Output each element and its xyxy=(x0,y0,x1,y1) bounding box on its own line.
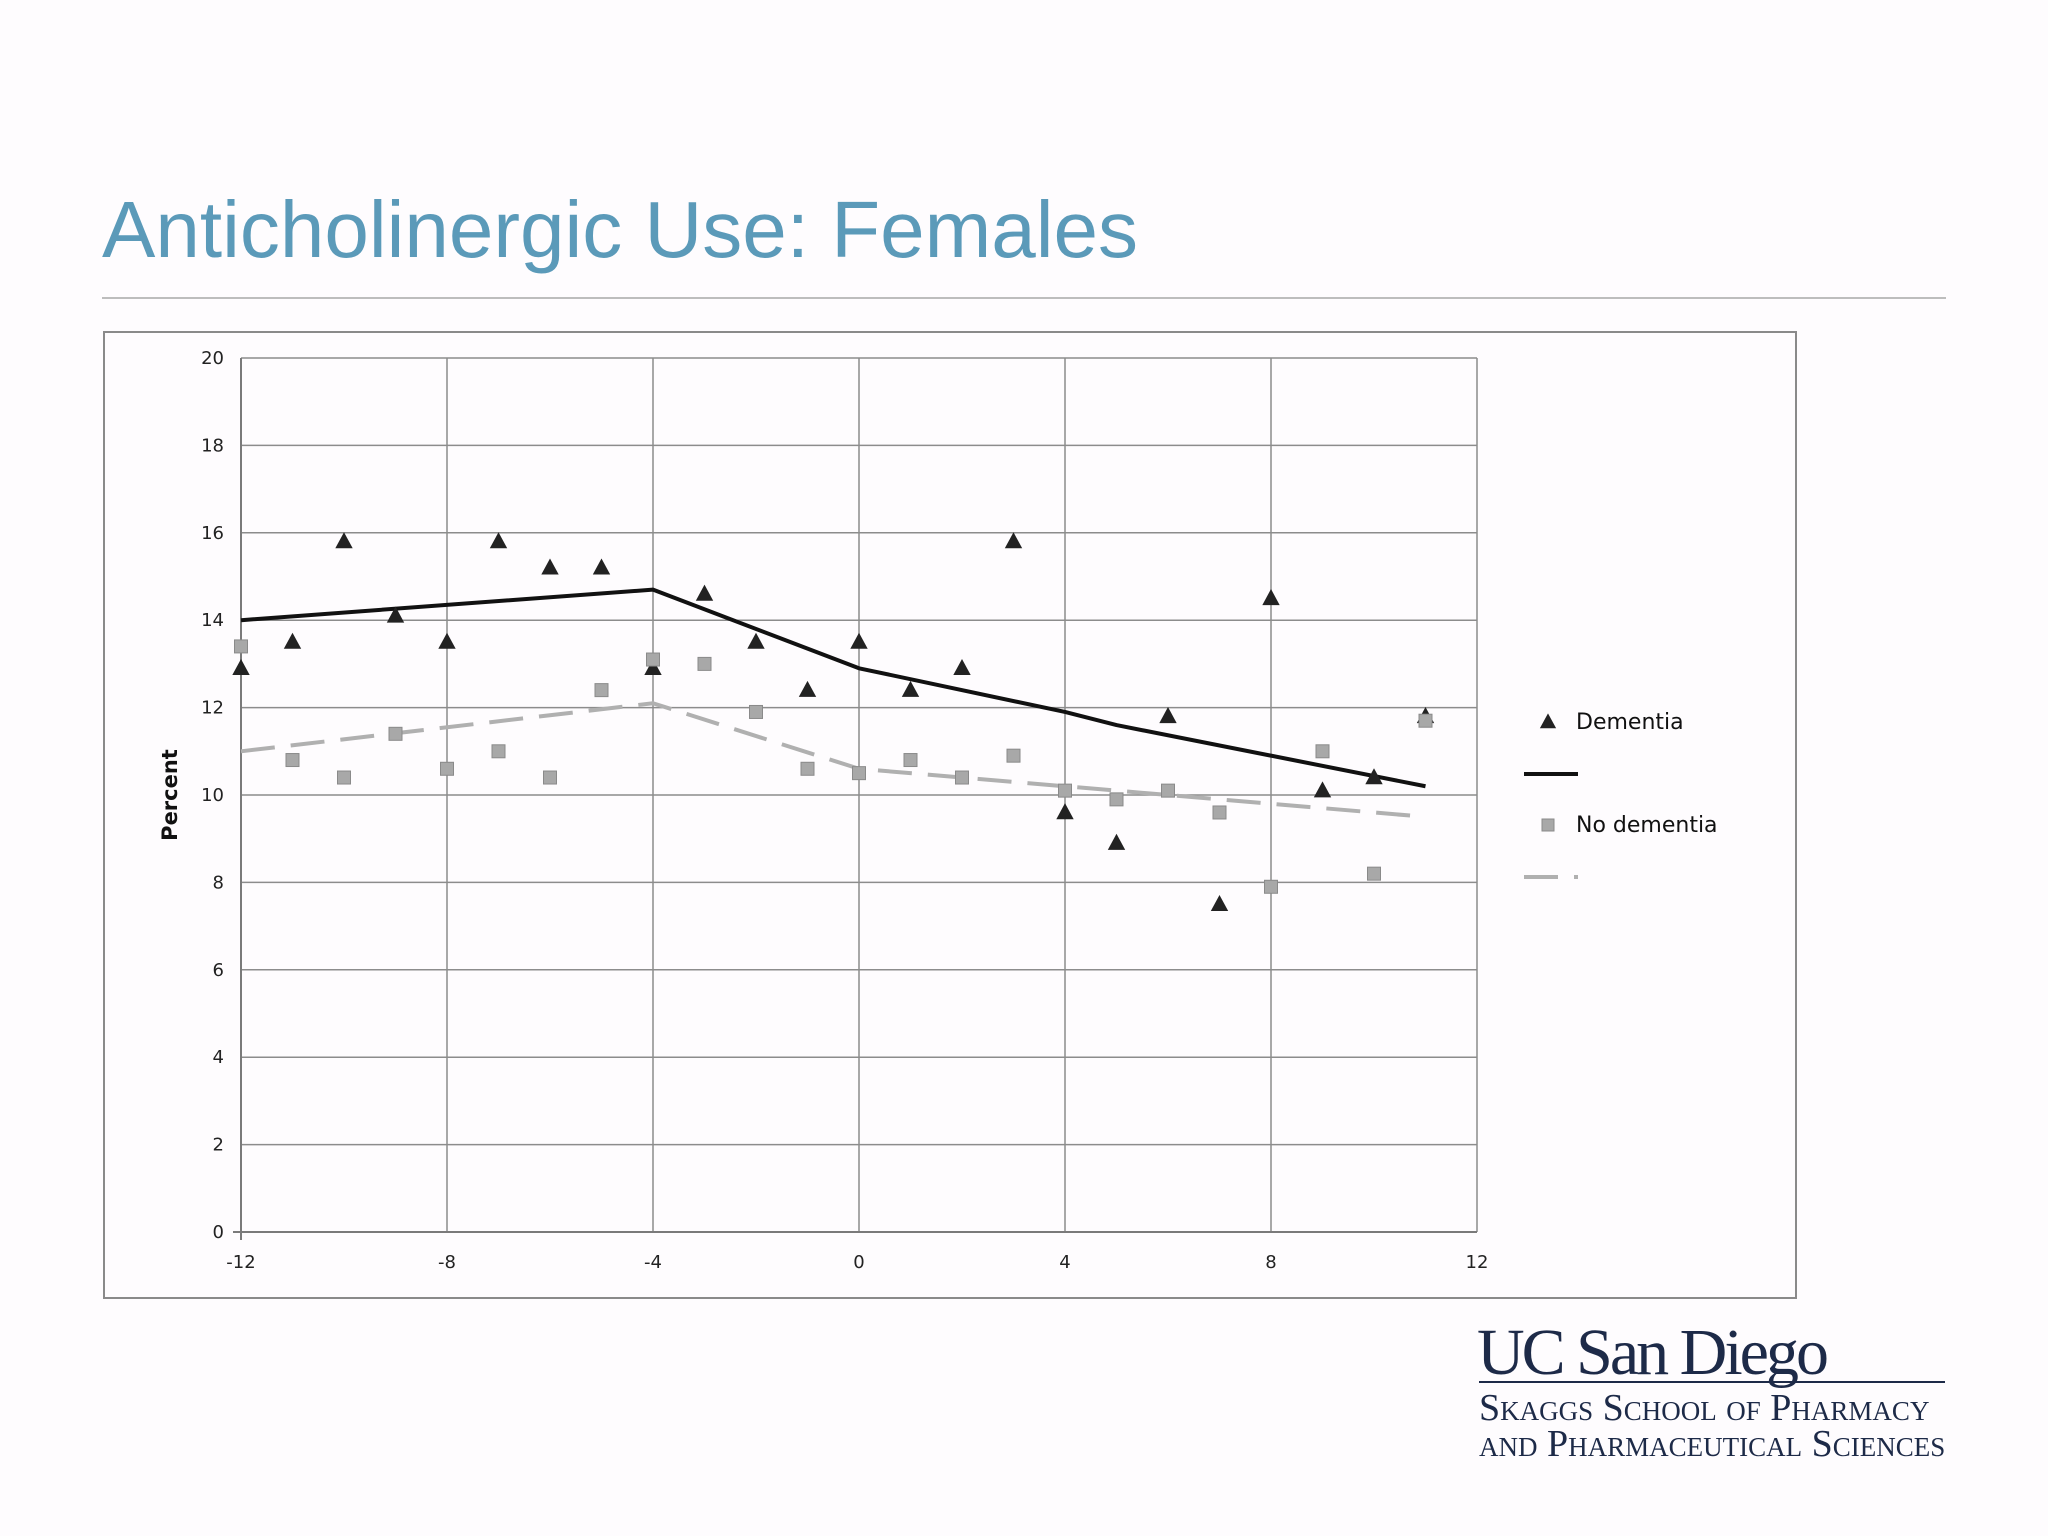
no-dementia-point xyxy=(749,704,763,719)
dementia-point xyxy=(335,532,353,549)
x-tick-label: 0 xyxy=(853,1252,864,1273)
x-tick-label: -12 xyxy=(226,1252,255,1273)
x-tick-label: -8 xyxy=(438,1252,456,1273)
dementia-point xyxy=(1107,833,1126,850)
y-tick-label: 14 xyxy=(201,610,224,631)
dementia-point xyxy=(1210,894,1229,911)
uc-san-diego-logo: UC San Diego Skaggs School of Pharmacy a… xyxy=(1477,1320,1947,1470)
dementia-point xyxy=(1056,803,1074,820)
no-dementia-point xyxy=(646,652,660,667)
y-tick-label: 18 xyxy=(201,435,224,456)
no-dementia-point xyxy=(800,761,815,776)
logo-school-line2: and Pharmaceutical Sciences xyxy=(1479,1423,1946,1465)
no-dementia-point xyxy=(1058,783,1072,798)
no-dementia-point xyxy=(1264,879,1278,894)
no-dementia-point xyxy=(388,726,403,741)
no-dementia-point xyxy=(543,770,557,785)
y-tick-label: 16 xyxy=(201,523,224,544)
dementia-point xyxy=(489,532,508,549)
y-tick-label: 6 xyxy=(213,960,224,981)
legend-no-dementia-marker xyxy=(1541,818,1555,832)
logo-school-line1: Skaggs School of Pharmacy xyxy=(1479,1387,1930,1429)
dementia-point xyxy=(644,658,662,676)
no-dementia-point xyxy=(1161,783,1175,798)
logo-rule xyxy=(1479,1381,1945,1383)
no-dementia-point xyxy=(697,656,712,671)
no-dementia-point xyxy=(1006,748,1021,763)
dementia-trend-line xyxy=(240,587,1426,789)
no-dementia-point xyxy=(1418,713,1433,728)
no-dementia-trend-line xyxy=(240,701,1426,819)
no-dementia-point xyxy=(594,683,609,698)
no-dementia-point xyxy=(852,766,866,781)
no-dementia-point xyxy=(440,761,454,776)
no-dementia-point xyxy=(285,753,300,768)
no-dementia-point xyxy=(1315,744,1330,759)
dementia-point xyxy=(232,658,250,676)
dementia-point xyxy=(1365,768,1383,785)
logo-wordmark: UC San Diego xyxy=(1477,1316,1829,1389)
dementia-point xyxy=(953,658,971,676)
no-dementia-point xyxy=(1367,866,1381,881)
title-divider xyxy=(102,297,1946,299)
legend-dementia-label: Dementia xyxy=(1576,710,1684,735)
y-tick-label: 12 xyxy=(201,698,224,719)
legend-no-dementia-label: No dementia xyxy=(1576,813,1718,838)
x-tick-label: 12 xyxy=(1466,1252,1489,1273)
y-tick-label: 20 xyxy=(201,348,224,369)
no-dementia-point xyxy=(903,753,918,768)
x-tick-label: -4 xyxy=(644,1252,662,1273)
no-dementia-point xyxy=(491,744,506,759)
dementia-point xyxy=(695,584,714,601)
y-axis-label: Percent xyxy=(158,749,182,841)
dementia-point xyxy=(850,632,868,649)
dementia-point xyxy=(1313,781,1332,798)
dementia-point xyxy=(386,606,405,623)
dementia-point xyxy=(283,632,302,649)
y-tick-label: 2 xyxy=(213,1135,224,1156)
no-dementia-point xyxy=(955,770,969,785)
y-tick-label: 0 xyxy=(213,1222,224,1243)
dementia-point xyxy=(1262,589,1280,606)
no-dementia-point xyxy=(1109,792,1124,807)
chart-frame: 0 2 4 6 8 10 12 14 16 18 20 -12 -8 -4 0 4 8 12 Percent Deme… xyxy=(103,331,1797,1299)
x-tick-label: 4 xyxy=(1059,1252,1070,1273)
y-tick-label: 4 xyxy=(213,1047,224,1068)
dementia-point xyxy=(798,680,817,697)
dementia-point xyxy=(901,680,920,697)
dementia-point xyxy=(747,632,765,649)
dementia-point xyxy=(592,558,611,575)
chart-svg: 0 2 4 6 8 10 12 14 16 18 20 -12 -8 -4 0 4 8 12 Percent Deme… xyxy=(158,348,1718,1273)
slide-title: Anticholinergic Use: Females xyxy=(102,185,1138,274)
dementia-point xyxy=(438,632,456,649)
dementia-point xyxy=(541,558,559,575)
y-tick-label: 8 xyxy=(213,872,224,893)
no-dementia-point xyxy=(337,770,351,785)
y-tick-label: 10 xyxy=(201,785,224,806)
no-dementia-point xyxy=(1212,805,1227,820)
x-tick-label: 8 xyxy=(1265,1252,1276,1273)
legend-dementia-marker xyxy=(1539,713,1557,729)
no-dementia-point xyxy=(234,639,248,654)
dementia-point xyxy=(1004,532,1023,549)
dementia-point xyxy=(1159,707,1177,724)
